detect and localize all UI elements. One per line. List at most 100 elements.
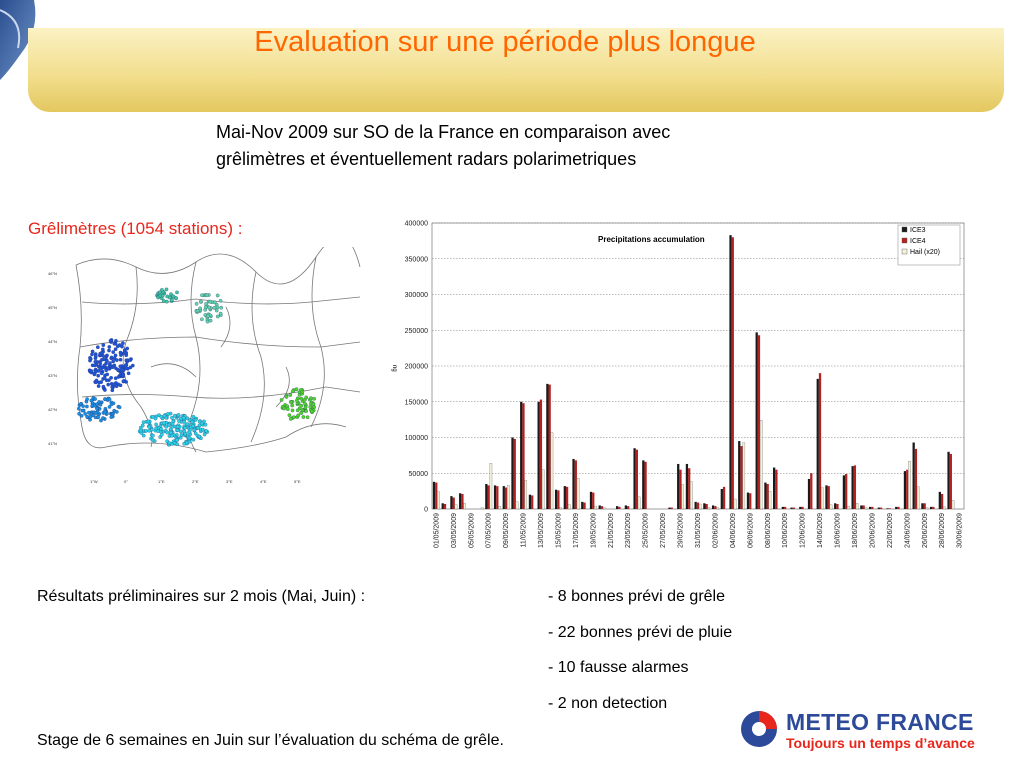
bar-ice4-28/05/2009: [670, 507, 673, 509]
station-marker: [98, 361, 103, 366]
bar-hail-x20--20/05/2009: [602, 507, 606, 510]
bar-ice4-24/06/2009: [906, 469, 909, 509]
bar-ice4-14/05/2009: [548, 384, 551, 509]
station-marker: [175, 438, 179, 443]
bar-ice3-09/05/2009: [502, 486, 505, 509]
station-marker: [304, 409, 308, 413]
bar-ice3-27/06/2009: [929, 506, 933, 509]
x-tick-label: 25/05/2009: [643, 513, 650, 548]
station-marker: [164, 424, 169, 429]
station-marker: [204, 428, 208, 433]
station-marker: [288, 393, 293, 397]
station-marker: [94, 378, 99, 383]
station-marker: [118, 357, 123, 362]
bar-hail-x20--17/06/2009: [847, 505, 850, 510]
bar-ice4-04/06/2009: [731, 237, 734, 510]
station-marker: [215, 314, 220, 319]
bar-ice3-20/05/2009: [598, 505, 601, 509]
logo-tagline: Toujours un temps d’avance: [786, 735, 975, 751]
bar-ice3-04/06/2009: [729, 235, 732, 509]
station-marker: [101, 343, 106, 347]
station-marker: [112, 363, 117, 368]
station-marker: [284, 395, 289, 399]
station-marker: [103, 388, 107, 392]
x-tick-label: 13/05/2009: [538, 513, 545, 548]
x-tick-label: 20/06/2009: [869, 513, 876, 548]
station-marker: [294, 387, 299, 392]
bar-ice4-08/06/2009: [766, 483, 769, 509]
station-marker: [111, 359, 116, 364]
bar-hail-x20--07/06/2009: [759, 420, 763, 510]
station-marker: [200, 317, 204, 322]
station-marker: [95, 345, 100, 350]
bar-hail-x20--24/05/2009: [637, 496, 641, 510]
x-tick-label: 15/05/2009: [555, 513, 562, 548]
station-marker: [162, 413, 167, 418]
station-marker: [88, 414, 93, 419]
station-marker: [208, 299, 213, 304]
station-marker: [164, 299, 169, 304]
station-marker: [153, 416, 158, 421]
bar-ice4-25/05/2009: [644, 461, 647, 509]
bar-ice3-29/05/2009: [677, 463, 680, 509]
bar-ice3-14/05/2009: [546, 383, 549, 510]
station-marker: [101, 384, 106, 389]
bar-ice3-28/05/2009: [668, 507, 671, 509]
station-marker: [218, 311, 223, 316]
station-marker: [108, 361, 112, 365]
station-marker: [92, 372, 97, 377]
bar-ice4-22/06/2009: [888, 508, 891, 509]
station-marker: [204, 293, 209, 298]
station-marker: [170, 415, 174, 420]
station-marker: [208, 318, 213, 323]
station-marker: [76, 406, 81, 411]
station-marker: [111, 401, 116, 406]
bar-ice4-19/06/2009: [862, 505, 865, 509]
station-marker: [144, 429, 148, 433]
bar-hail-x20--18/06/2009: [855, 503, 859, 510]
title-banner: [28, 28, 1004, 112]
station-marker: [162, 421, 167, 425]
x-tick-label: 19/05/2009: [590, 513, 597, 548]
station-marker: [312, 405, 317, 409]
bar-hail-x20--04/06/2009: [733, 498, 737, 510]
bar-hail-x20--03/05/2009: [454, 504, 458, 510]
station-marker: [120, 344, 124, 349]
lon-label-5e: 5°E: [294, 479, 301, 484]
x-tick-label: 14/06/2009: [817, 513, 824, 548]
x-tick-label: 27/05/2009: [660, 513, 667, 548]
station-marker: [185, 422, 190, 426]
station-marker: [93, 359, 98, 364]
station-marker: [103, 397, 107, 401]
station-marker: [111, 382, 116, 387]
station-marker: [167, 441, 172, 446]
lat-label-46: 46°N: [48, 271, 57, 276]
bar-hail-x20--08/06/2009: [768, 490, 772, 510]
bar-ice4-01/05/2009: [435, 482, 438, 509]
station-marker: [190, 420, 195, 424]
bar-ice4-29/06/2009: [949, 453, 952, 509]
bar-hail-x20--31/05/2009: [698, 503, 702, 510]
station-marker: [165, 430, 170, 435]
bar-hail-x20--14/05/2009: [550, 432, 554, 510]
station-marker: [99, 350, 104, 355]
y-axis-label: ng: [391, 365, 397, 372]
bar-ice3-20/06/2009: [868, 506, 872, 509]
x-tick-label: 08/06/2009: [765, 513, 772, 548]
station-marker: [170, 433, 174, 438]
x-tick-label: 17/05/2009: [573, 513, 580, 548]
chart-title: Precipitations accumulation: [598, 235, 705, 244]
x-tick-label: 03/05/2009: [451, 513, 458, 548]
bar-ice4-05/06/2009: [740, 446, 743, 509]
station-marker: [89, 369, 94, 373]
station-marker: [291, 415, 296, 420]
bar-ice3-31/05/2009: [694, 501, 697, 509]
station-marker: [279, 398, 284, 402]
bar-ice3-25/06/2009: [912, 442, 915, 509]
station-marker: [304, 395, 309, 400]
bar-hail-x20--09/05/2009: [507, 485, 510, 510]
station-marker: [296, 413, 301, 418]
station-marker: [108, 338, 113, 343]
station-marker: [197, 434, 202, 439]
lon-label-2e: 2°E: [192, 479, 199, 484]
